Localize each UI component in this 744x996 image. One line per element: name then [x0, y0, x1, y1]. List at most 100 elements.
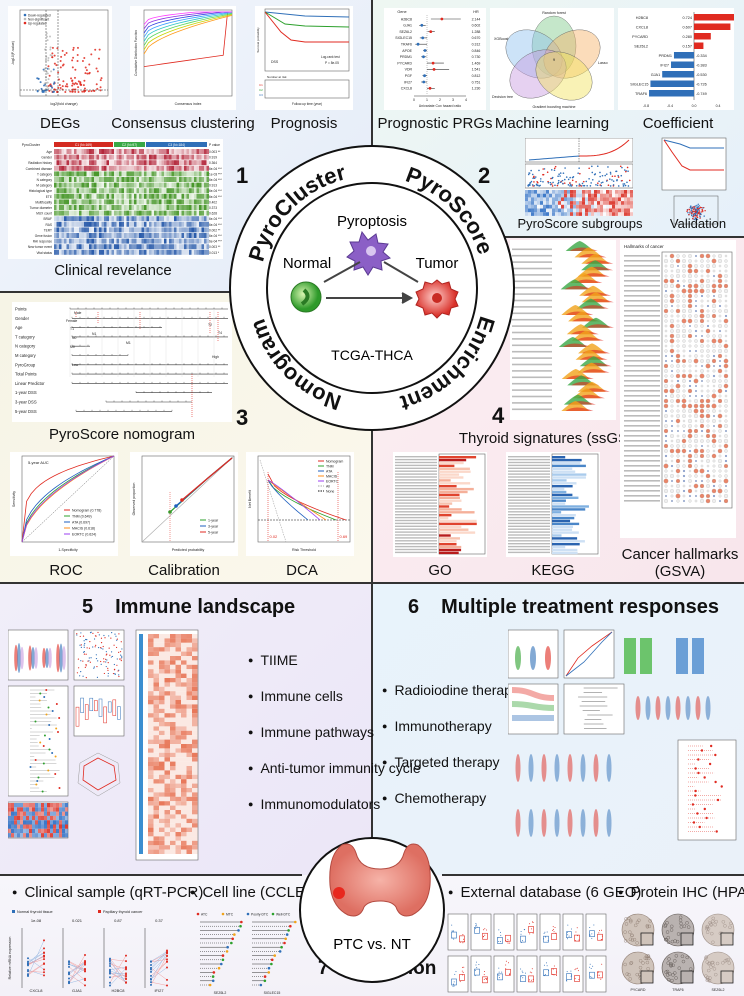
enrichment-bar	[552, 502, 566, 505]
ihc-texture	[667, 957, 671, 961]
heatmap-cell	[181, 730, 187, 736]
heatmap-cell	[111, 205, 114, 210]
geo-point	[544, 974, 546, 976]
term-label-placeholder	[508, 525, 550, 527]
heatmap-cell	[192, 656, 198, 661]
hallmark-dot	[695, 460, 697, 462]
hallmark-dot	[675, 468, 681, 474]
term-label-placeholder	[508, 531, 550, 533]
tumor-point	[43, 968, 45, 971]
geo-point	[555, 974, 557, 976]
heatmap-cell	[192, 700, 198, 705]
heatmap-cell	[624, 212, 627, 216]
hallmark-dot	[717, 423, 723, 429]
heatmap-cell	[206, 205, 209, 210]
heatmap-cell	[194, 199, 197, 205]
violin	[515, 809, 521, 837]
hallmark-dot	[694, 499, 698, 503]
heatmap-cell	[199, 165, 202, 171]
geo-point	[553, 965, 555, 967]
nomogram-row-label: PyroGroup	[15, 362, 36, 367]
hallmark-dot	[688, 369, 692, 373]
enrichment-bar	[439, 516, 449, 520]
hallmark-dot	[694, 399, 698, 403]
heatmap-cell	[199, 238, 202, 244]
hallmark-dot	[687, 388, 693, 394]
hallmark-dot	[664, 319, 668, 323]
coefficient-gene-label: SIGLEC15	[630, 82, 648, 86]
ihc-texture	[624, 917, 628, 921]
hallmark-dot	[664, 274, 668, 278]
heatmap-cell	[148, 796, 154, 802]
paired-line	[27, 969, 45, 976]
lollipop-point	[691, 803, 695, 806]
violin	[17, 642, 21, 674]
heatmap-cell	[199, 193, 202, 199]
heatmap-cell	[121, 221, 124, 227]
heatmap-cell	[176, 221, 179, 227]
status-point	[542, 173, 544, 176]
heatmap-cell	[621, 212, 624, 216]
status-point	[563, 178, 566, 181]
heatmap-cell	[206, 171, 209, 177]
gene-label: SIGLEC15	[264, 991, 281, 994]
geo-point	[589, 934, 591, 936]
heatmap-cell	[181, 845, 187, 850]
coefficient-gene-label: PYCARD	[632, 35, 648, 39]
heatmap-cell	[181, 160, 184, 166]
hallmark-dot	[664, 474, 668, 478]
lollipop-point	[694, 767, 697, 770]
geo-point	[476, 961, 478, 963]
heatmap-cell	[144, 193, 147, 199]
ihc-texture	[705, 978, 709, 982]
heatmap-cell	[204, 233, 207, 238]
heatmap-cell	[174, 188, 177, 194]
heatmap-cell	[74, 210, 77, 216]
heatmap-cell	[169, 216, 172, 222]
scatter-point	[80, 660, 82, 662]
heatmap-cell	[111, 227, 114, 233]
hallmark-dot	[664, 499, 668, 503]
cluster-label: C3 (N=184)	[168, 143, 185, 147]
paired-line	[109, 965, 127, 983]
heatmap-cell	[38, 803, 41, 808]
scatter-point	[97, 660, 99, 662]
heatmap-cell	[181, 810, 187, 815]
ihc-texture	[623, 930, 627, 934]
heatmap-cell	[14, 833, 17, 838]
heatmap-cell	[181, 205, 184, 210]
heatmap-cell	[156, 210, 159, 216]
nomogram-row-label: 1-year DSS	[15, 390, 37, 395]
geo-point	[505, 968, 507, 970]
heatmap-cell	[179, 188, 182, 194]
hallmark-dot	[664, 449, 668, 453]
pca-point	[696, 210, 699, 212]
scatter-point	[113, 669, 116, 671]
enrichment-bar	[439, 470, 471, 473]
heatmap-cell	[537, 201, 540, 205]
heatmap-cell	[591, 201, 594, 205]
heatmap-cell	[114, 171, 117, 177]
heatmap-cell	[64, 244, 67, 250]
term-label-placeholder	[395, 502, 437, 504]
heatmap-cell	[191, 160, 194, 166]
heatmap-cell	[192, 673, 198, 678]
heatmap-cell	[148, 849, 154, 854]
heatmap-cell	[564, 197, 567, 202]
heatmap-cell	[136, 160, 139, 166]
pca-point	[690, 207, 692, 209]
tumor-point	[43, 954, 45, 957]
data-point	[69, 90, 72, 93]
heatmap-cell	[148, 669, 154, 674]
geo-point	[475, 925, 477, 927]
hallmark-dot	[670, 354, 674, 358]
heatmap-cell	[104, 193, 107, 199]
geo-point	[522, 972, 524, 974]
heatmap-cell	[164, 744, 170, 749]
x-tick-label: 0.0	[692, 104, 697, 108]
heatmap-cell	[62, 820, 65, 825]
scatter-point	[80, 644, 82, 646]
hallmark-dot	[671, 500, 673, 502]
forest-gene-label: IFI27	[404, 80, 412, 84]
risk-table	[264, 79, 350, 99]
